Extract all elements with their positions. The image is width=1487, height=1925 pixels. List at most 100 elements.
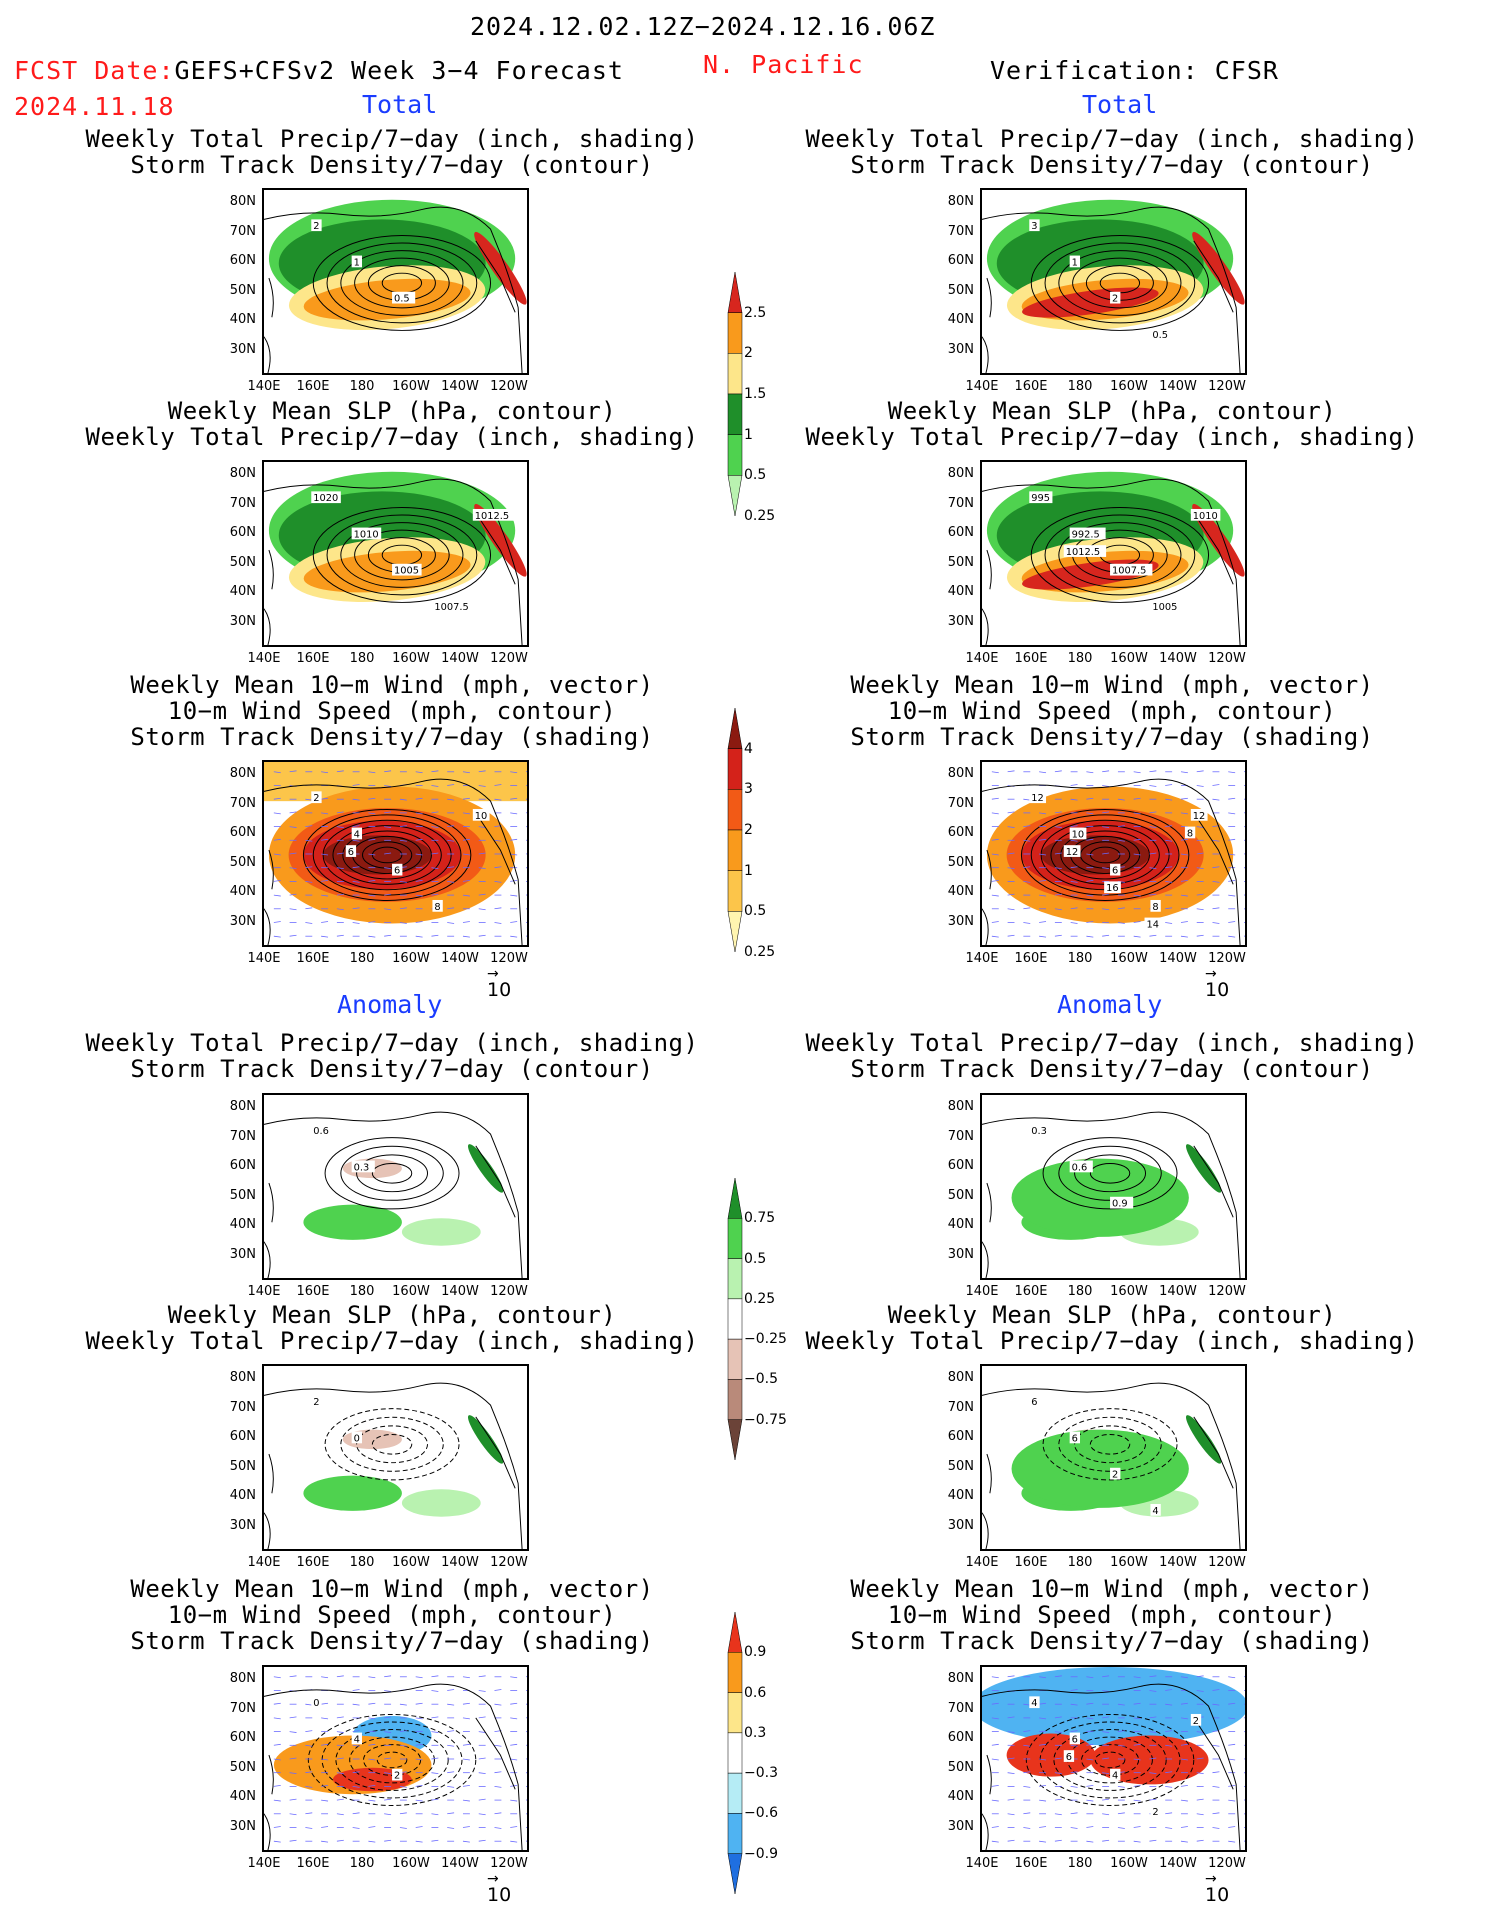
lon-tick-label: 140E [965, 1856, 999, 1871]
wind-vector [1165, 1771, 1173, 1774]
wind-vector [273, 812, 281, 815]
contour-label: 2 [313, 221, 319, 232]
wind-vector [289, 1798, 297, 1801]
wind-vector [1180, 838, 1188, 841]
wind-vector [1212, 1786, 1220, 1788]
wind-vector [384, 1813, 392, 1816]
wind-vector [273, 1840, 281, 1843]
map-svg: 3 1 2 0.5 [982, 199, 1245, 373]
panel-title-line: Weekly Total Precip/7−day (inch, shading… [85, 1029, 699, 1057]
wind-vector [1243, 1813, 1245, 1815]
map-svg: 1020 1010 1005 1007.5 1012.5 [264, 471, 527, 645]
colorbar-label: −0.9 [744, 1845, 778, 1862]
lat-tick-label: 50N [229, 554, 256, 570]
contour-label: 2 [313, 793, 319, 804]
wind-vector [991, 771, 999, 774]
wind-vector [494, 1689, 502, 1691]
lon-tick-label: 140W [1159, 379, 1197, 394]
contour-label: 992.5 [1072, 529, 1100, 540]
wind-vector [991, 1826, 999, 1828]
lat-tick-label: 60N [229, 1429, 256, 1444]
wind-vector [1102, 1798, 1110, 1801]
contour-label-bg [1110, 1196, 1134, 1209]
wind-vector [431, 1716, 439, 1719]
wind-vector [462, 1826, 470, 1828]
wind-vector [462, 880, 470, 882]
contour-label-bg [1110, 291, 1121, 304]
wind-vector [1054, 908, 1062, 911]
precip-shade-coast-red [1192, 231, 1245, 305]
wind-vector [1117, 1703, 1125, 1706]
lon-tick-label: 180 [349, 651, 375, 666]
contour-label: 1 [354, 257, 360, 268]
wind-speed-contour [302, 808, 472, 901]
colorbar-label: 2 [744, 345, 753, 362]
wind-vector [1212, 1812, 1220, 1815]
lat-tick-label: 70N [947, 795, 974, 811]
wind-vector [1086, 838, 1094, 841]
contour-label: 4 [1031, 1698, 1037, 1709]
contour-label: 2 [1193, 1716, 1199, 1727]
colorbar-segment [727, 1853, 743, 1895]
wind-vector [447, 1771, 455, 1774]
lat-tick-label: 40N [229, 1488, 256, 1503]
wind-vector [1149, 852, 1157, 855]
wind-vector [478, 1772, 486, 1775]
wind-vector [525, 1772, 527, 1774]
wind-vector [1133, 771, 1141, 774]
lon-tick-label: 140W [1159, 651, 1197, 666]
coastline [264, 1382, 523, 1549]
lat-tick-label: 80N [229, 1370, 256, 1385]
wind-vector [1196, 1675, 1204, 1678]
wind-vector [478, 934, 486, 937]
colorbar-label: −0.6 [744, 1805, 778, 1822]
wind-vector [1102, 893, 1110, 896]
lon-tick-label: 180 [349, 951, 375, 966]
wind-vector [1180, 1758, 1188, 1761]
wind-vector [321, 771, 329, 774]
contour-label-bg [351, 827, 363, 840]
wind-vector [1086, 1826, 1094, 1828]
precip-anom-coast-green [1186, 1415, 1222, 1464]
wind-vector [1007, 770, 1015, 773]
contour-label-bg [311, 1696, 322, 1709]
wind-vector [1212, 866, 1220, 869]
colorbar-label: −0.3 [744, 1765, 778, 1782]
wind-vector [478, 867, 486, 870]
wind-vector [1133, 812, 1141, 815]
lat-tick-label: 80N [229, 1099, 256, 1114]
wind-vector [336, 1798, 344, 1801]
wind-vector [1086, 1799, 1094, 1802]
colorbar-segment [727, 829, 743, 871]
wind-vector [384, 1675, 392, 1678]
map-panel: 2 1 0.5 [262, 188, 529, 375]
wind-vector [447, 1689, 455, 1691]
wind-vector [415, 771, 423, 774]
wind-vector [510, 1676, 518, 1679]
wind-vector [510, 1717, 518, 1720]
wind-vector [1212, 839, 1220, 842]
colorbar-segment [727, 393, 743, 435]
lat-tick-label: 70N [947, 1128, 974, 1144]
contour-label-bg [392, 291, 416, 304]
wind-vector [1243, 1690, 1245, 1692]
wind-vector [1165, 1827, 1173, 1829]
wind-vector [431, 1813, 439, 1816]
wind-vector [447, 1786, 455, 1788]
wind-vector [1149, 826, 1157, 828]
colorbar-label: 3 [744, 781, 753, 798]
wind-vector [1007, 1772, 1015, 1775]
contour-label-bg [1190, 808, 1208, 821]
contour-line [1044, 514, 1196, 596]
wind-vector [1086, 935, 1094, 938]
contour-label: 14 [1146, 919, 1159, 930]
lon-tick-label: 140E [965, 1555, 999, 1570]
contour-label: 2 [1112, 1470, 1118, 1481]
wind-vector [991, 797, 999, 800]
wind-vector [525, 826, 527, 828]
lon-tick-label: 180 [349, 1856, 375, 1871]
wind-vector [1117, 907, 1125, 910]
map-svg: 0 4 2 [264, 1675, 527, 1850]
map-svg: 995 992.5 1007.5 1005 1010 1012.5 [982, 471, 1245, 645]
map-svg: 0.3 0.6 0.9 [982, 1111, 1241, 1278]
